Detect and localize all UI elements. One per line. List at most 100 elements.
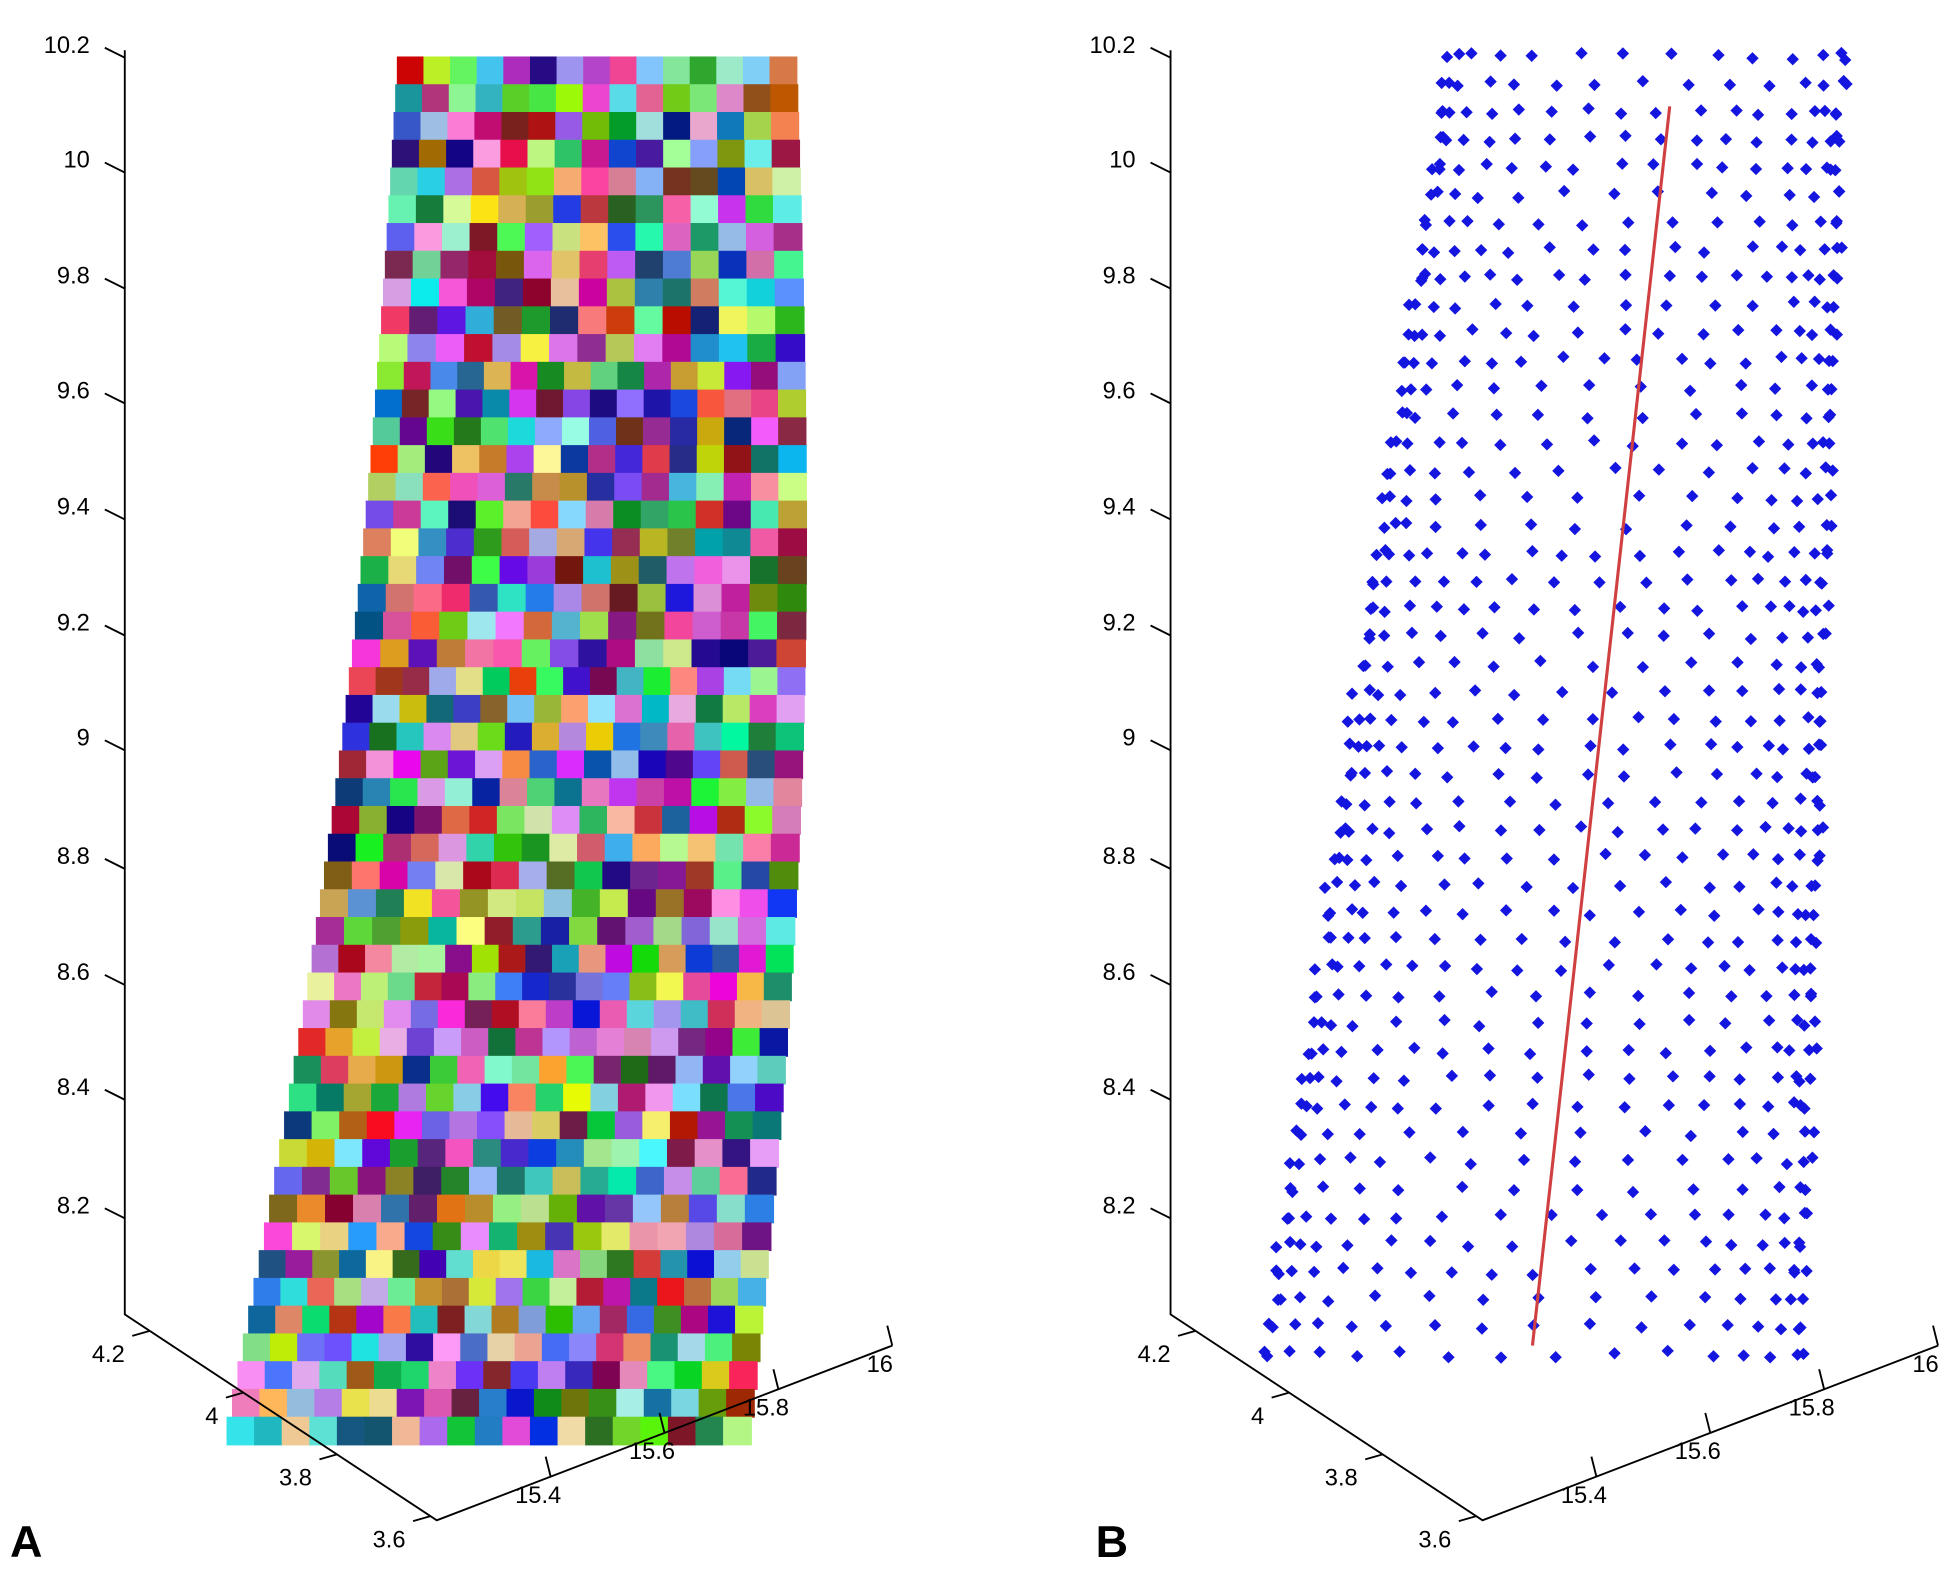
point	[1778, 1212, 1791, 1225]
surface-patch	[747, 1166, 777, 1196]
point	[1507, 688, 1521, 702]
point	[1751, 572, 1765, 586]
surface-patch	[609, 56, 638, 86]
surface-patch	[484, 917, 515, 946]
surface-patch	[525, 944, 554, 974]
point	[1415, 274, 1428, 287]
surface-patch	[503, 56, 532, 86]
point	[1618, 1101, 1631, 1114]
surface-patch	[426, 694, 455, 724]
surface-patch	[507, 694, 536, 724]
point	[1345, 687, 1359, 700]
surface-patch	[685, 861, 715, 891]
point	[1531, 408, 1545, 422]
surface-patch	[746, 778, 775, 807]
point	[1338, 1098, 1351, 1111]
point	[1367, 578, 1380, 591]
point	[1434, 273, 1447, 286]
point	[1353, 713, 1366, 726]
z-tick-label: 9.8	[1103, 264, 1136, 290]
point	[1485, 107, 1499, 121]
surface-patch	[438, 833, 468, 863]
point	[1746, 299, 1759, 313]
surface-patch	[636, 778, 666, 807]
surface-patch	[488, 1028, 517, 1057]
surface-patch	[707, 1305, 737, 1335]
point	[1793, 243, 1807, 257]
surface-patch	[502, 1416, 532, 1446]
point	[1380, 575, 1393, 588]
surface-patch	[716, 84, 745, 113]
surface-patch	[561, 417, 591, 447]
point	[1415, 328, 1429, 341]
surface-patch	[581, 778, 611, 807]
surface-patch	[664, 611, 694, 641]
surface-patch	[492, 1194, 523, 1224]
point	[1433, 329, 1447, 342]
surface-patch	[473, 1139, 503, 1168]
surface-patch	[717, 139, 746, 169]
surface-patch	[724, 389, 753, 419]
point	[1657, 602, 1671, 615]
point	[1709, 299, 1722, 312]
surface-patch	[722, 694, 751, 724]
surface-patch	[496, 1166, 526, 1196]
surface-patch	[690, 139, 719, 169]
z-tick-label: 10	[63, 148, 89, 174]
surface-patch	[522, 972, 551, 1002]
surface-patch	[689, 56, 718, 86]
surface-patch	[687, 1250, 716, 1279]
point	[1368, 1289, 1382, 1302]
surface-patch	[346, 1361, 376, 1390]
point	[1760, 270, 1774, 283]
point	[1531, 1071, 1544, 1084]
surface-patch	[578, 306, 608, 336]
surface-patch	[390, 778, 419, 807]
surface-patch	[499, 1250, 528, 1279]
point	[1356, 906, 1369, 919]
surface-patch	[549, 334, 579, 363]
tick-mark	[658, 1412, 666, 1434]
surface-patch	[695, 694, 724, 724]
point	[1532, 218, 1545, 231]
point	[1799, 1183, 1812, 1197]
surface-patch	[690, 306, 721, 336]
surface-patch	[443, 195, 473, 224]
surface-patch	[777, 611, 807, 641]
z-tick-label: 9.6	[1103, 378, 1136, 404]
point	[1368, 875, 1381, 889]
surface-patch	[719, 1166, 749, 1196]
surface-patch	[611, 750, 640, 780]
surface-patch	[338, 944, 367, 974]
surface-patch	[693, 583, 723, 613]
surface-patch	[749, 694, 778, 724]
surface-patch	[663, 195, 692, 224]
surface-patch	[663, 223, 692, 252]
point	[1582, 1068, 1595, 1081]
surface-patch	[508, 1083, 537, 1113]
point	[1458, 852, 1471, 865]
point	[1660, 299, 1673, 312]
tick-mark	[104, 277, 126, 290]
point	[1408, 1041, 1421, 1055]
surface-patch	[264, 1361, 294, 1390]
surface-patch	[685, 1222, 716, 1252]
point	[1783, 1044, 1796, 1057]
surface-patch	[606, 639, 637, 669]
surface-patch	[606, 278, 637, 308]
point	[1507, 78, 1521, 91]
point	[1709, 715, 1722, 728]
surface-patch	[585, 1416, 614, 1446]
point	[1505, 572, 1519, 586]
point	[1770, 770, 1784, 784]
surface-patch	[569, 1028, 599, 1057]
point	[1328, 853, 1341, 866]
point	[1400, 494, 1413, 508]
surface-patch	[717, 167, 747, 197]
point	[1599, 847, 1612, 861]
point	[1733, 1097, 1747, 1111]
surface-patch	[677, 1333, 707, 1363]
point	[1724, 520, 1737, 533]
point	[1389, 516, 1402, 530]
point	[1310, 990, 1323, 1003]
